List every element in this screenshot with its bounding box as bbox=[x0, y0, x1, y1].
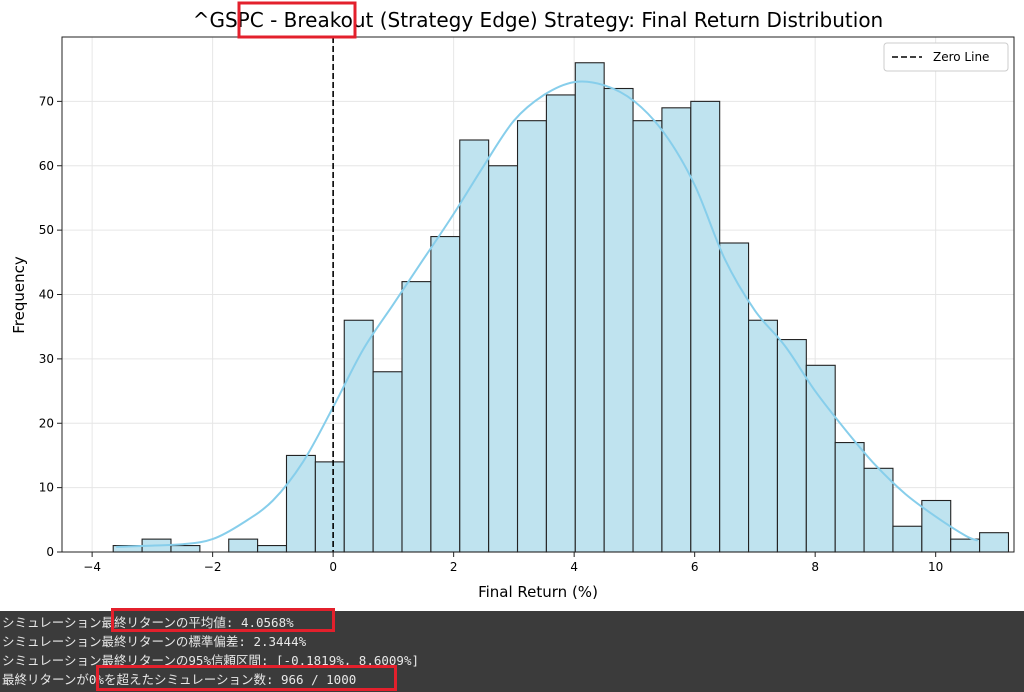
y-tick-label: 20 bbox=[39, 416, 54, 430]
legend-zero-line-label: Zero Line bbox=[933, 50, 989, 64]
x-axis-label: Final Return (%) bbox=[478, 583, 598, 601]
x-tick-label: 4 bbox=[570, 560, 578, 574]
y-tick-label: 10 bbox=[39, 481, 54, 495]
y-tick-label: 60 bbox=[39, 159, 54, 173]
histogram-bar bbox=[372, 371, 403, 553]
x-tick-label: 10 bbox=[928, 560, 943, 574]
console-line-suffix: 最終リターンの標準偏差: 2.3444% bbox=[101, 634, 307, 649]
histogram-bar bbox=[170, 545, 201, 553]
mean-highlight-box bbox=[111, 608, 335, 632]
histogram-bar bbox=[921, 499, 952, 553]
histogram-bar bbox=[776, 339, 807, 553]
histogram-bar bbox=[343, 319, 374, 553]
console-line-highlight: 0%を超えたシミュレーション数: 966 / 1000 bbox=[88, 672, 357, 687]
histogram-bars bbox=[112, 62, 1010, 553]
console-line-positive-count: 最終リターンが0%を超えたシミュレーション数: 966 / 1000 bbox=[2, 670, 1024, 689]
x-axis-ticks: −4 −2 0 2 4 6 8 10 bbox=[83, 552, 943, 574]
chart-title-suffix: (Strategy Edge) Strategy: Final Return D… bbox=[373, 8, 883, 32]
console-line-prefix: シミュレーション bbox=[2, 615, 102, 630]
histogram-bar bbox=[574, 62, 605, 553]
histogram-bar bbox=[314, 461, 345, 553]
histogram-bar bbox=[690, 100, 721, 553]
histogram-bar bbox=[719, 242, 750, 553]
console-line-ci: シミュレーション最終リターンの95%信頼区間: [-0.1819%, 8.600… bbox=[2, 651, 1024, 670]
histogram-bar bbox=[257, 545, 288, 553]
console-line-mean: シミュレーション最終リターンの平均値: 4.0568% bbox=[2, 613, 1024, 632]
histogram-bar bbox=[950, 538, 981, 553]
histogram-bar bbox=[834, 442, 865, 553]
console-line-highlight: 最終リターンの平均値: 4.0568% bbox=[101, 615, 294, 630]
histogram-bar bbox=[892, 525, 923, 553]
y-tick-label: 40 bbox=[39, 288, 54, 302]
histogram-bar bbox=[228, 538, 259, 553]
histogram-bar bbox=[401, 281, 432, 553]
kde-curve bbox=[116, 80, 979, 548]
console-line-prefix: シミュレーション bbox=[2, 653, 102, 668]
title-highlight-box bbox=[237, 1, 357, 39]
y-axis-ticks: 0 10 20 30 40 50 60 70 bbox=[39, 94, 62, 559]
console-line-prefix: シミュレーション bbox=[2, 634, 102, 649]
histogram-bar bbox=[748, 319, 778, 553]
legend: Zero Line bbox=[883, 42, 1009, 72]
histogram-bar bbox=[285, 454, 316, 553]
chart-title: ^GSPC - Breakout (Strategy Edge) Strateg… bbox=[193, 8, 884, 32]
count-highlight-box bbox=[96, 665, 397, 691]
y-axis-label: Frequency bbox=[10, 256, 28, 334]
x-tick-label: 2 bbox=[450, 560, 458, 574]
x-tick-label: −2 bbox=[204, 560, 222, 574]
histogram-bar bbox=[603, 87, 634, 553]
y-tick-label: 30 bbox=[39, 352, 54, 366]
y-tick-label: 0 bbox=[46, 545, 54, 559]
y-tick-label: 50 bbox=[39, 223, 54, 237]
x-tick-label: 0 bbox=[329, 560, 337, 574]
histogram-bar bbox=[516, 120, 547, 553]
chart: −4 −2 0 2 4 6 8 10 0 10 20 30 40 50 60 70 ^GSPC - Brea… bbox=[10, 1, 1015, 601]
console-output: シミュレーション最終リターンの平均値: 4.0568% シミュレーション最終リタ… bbox=[0, 608, 1024, 692]
legend-box bbox=[883, 42, 1009, 72]
histogram-bar bbox=[430, 236, 461, 553]
histogram-bar bbox=[459, 139, 490, 553]
histogram-bar bbox=[545, 94, 576, 553]
x-tick-label: 6 bbox=[691, 560, 699, 574]
console-line-suffix: 最終リターンの95%信頼区間: [-0.1819%, 8.6009%] bbox=[101, 653, 420, 668]
histogram-bar bbox=[805, 364, 836, 553]
console-line-prefix: 最終リターンが bbox=[2, 672, 89, 687]
x-tick-label: 8 bbox=[811, 560, 819, 574]
histogram-bar bbox=[863, 467, 894, 553]
console-line-stddev: シミュレーション最終リターンの標準偏差: 2.3444% bbox=[2, 632, 1024, 651]
chart-title-highlight: Breakout bbox=[284, 8, 374, 32]
y-tick-label: 70 bbox=[39, 94, 54, 108]
histogram-bar bbox=[979, 532, 1010, 553]
histogram-bar bbox=[488, 165, 519, 553]
histogram-bar bbox=[661, 107, 692, 553]
x-tick-label: −4 bbox=[83, 560, 101, 574]
histogram-bar bbox=[632, 120, 663, 553]
